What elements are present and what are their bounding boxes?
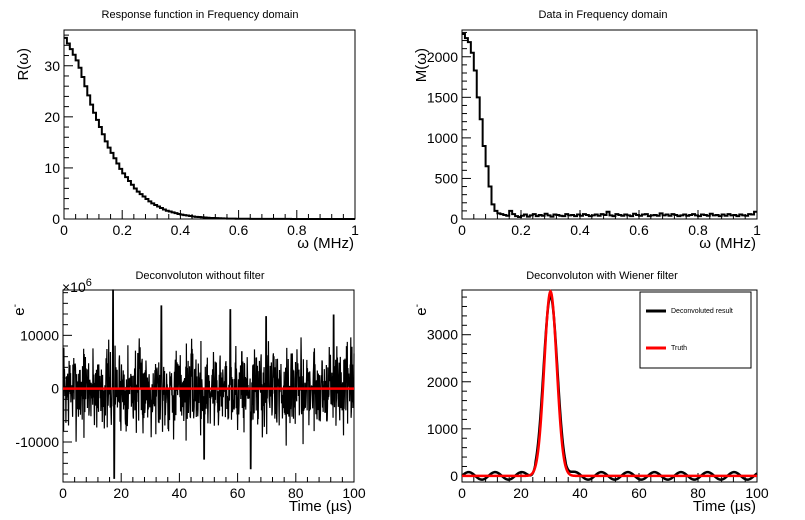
nofilter-exponent: ×106: [62, 277, 92, 295]
wiener-ylabel-sup: -: [412, 304, 423, 307]
data-xtick-label: 0.4: [570, 222, 590, 238]
wiener-xlabel: Time (µs): [693, 498, 756, 515]
wiener-ytick-label: 0: [450, 468, 458, 484]
response-ytick-label: 0: [52, 211, 60, 227]
wiener-ylabel-main: e: [413, 307, 430, 315]
nofilter-xtick-label: 60: [230, 485, 246, 501]
nofilter-noise-series: [62, 289, 355, 479]
wiener-xtick-label: 100: [745, 485, 769, 501]
wiener-frame: [461, 289, 758, 483]
response-ytick-label: 10: [44, 160, 60, 176]
nofilter-ytick-label: 10000: [20, 327, 59, 343]
nofilter-xlabel: Time (µs): [289, 498, 352, 515]
wiener-ytick-label: 3000: [427, 327, 458, 343]
nofilter-xtick-label: 0: [59, 485, 67, 501]
wiener-panel: Deconvoluton with Wiener filter e- Time …: [412, 270, 769, 515]
response-function-panel: Response function in Frequency domain R(…: [15, 9, 359, 252]
nofilter-chart-title: Deconvoluton without filter: [135, 270, 264, 282]
response-xtick-label: 0.2: [112, 222, 132, 238]
data-ytick-label: 1000: [427, 130, 458, 146]
response-ytick-label: 30: [44, 58, 60, 74]
wiener-xtick-label: 60: [631, 485, 647, 501]
nofilter-ylabel-main: e: [11, 307, 28, 315]
nofilter-ytick-label: 0: [51, 381, 59, 397]
response-plot: [64, 36, 355, 220]
wiener-ylabel: e-: [412, 304, 430, 316]
data-chart-title: Data in Frequency domain: [538, 9, 667, 21]
response-xtick-label: 0.6: [229, 222, 249, 238]
data-xtick-label: 0: [458, 222, 466, 238]
nofilter-ylabel: e-: [10, 304, 28, 316]
nofilter-exponent-base: ×10: [62, 279, 86, 295]
wiener-deconvoluted-series: [461, 294, 758, 481]
wiener-chart-title: Deconvoluton with Wiener filter: [526, 270, 678, 282]
wiener-plot: [461, 289, 758, 481]
response-frame: [63, 29, 356, 220]
response-xtick-label: 1: [351, 222, 359, 238]
wiener-xtick-label: 40: [572, 485, 588, 501]
nofilter-plot: [62, 289, 355, 479]
response-ylabel: R(ω): [15, 48, 32, 81]
nofilter-panel: Deconvoluton without filter e- ×106 Time…: [10, 270, 366, 515]
response-xtick-label: 0.8: [287, 222, 307, 238]
response-ytick-label: 20: [44, 109, 60, 125]
data-xlabel: ω (MHz): [699, 235, 756, 252]
data-xtick-label: 0.2: [511, 222, 531, 238]
data-ytick-label: 500: [435, 170, 459, 186]
wiener-xtick-label: 80: [690, 485, 706, 501]
wiener-ytick-label: 2000: [427, 374, 458, 390]
nofilter-xtick-label: 20: [113, 485, 129, 501]
nofilter-ylabel-sup: -: [10, 304, 21, 307]
data-plot: [462, 33, 757, 218]
data-xtick-label: 0.6: [629, 222, 649, 238]
data-histogram-series: [462, 33, 757, 218]
wiener-xtick-label: 0: [458, 485, 466, 501]
nofilter-xtick-label: 80: [288, 485, 304, 501]
response-xtick-label: 0: [60, 222, 68, 238]
wiener-legend: Deconvoluted result Truth: [639, 291, 752, 369]
legend-truth-label: Truth: [671, 345, 687, 352]
nofilter-exponent-sup: 6: [86, 277, 92, 289]
legend-box: [639, 291, 752, 369]
response-chart-title: Response function in Frequency domain: [102, 9, 299, 21]
nofilter-xtick-label: 40: [172, 485, 188, 501]
data-axes: 0 0.2 0.4 0.6 0.8 1 0 500 1000 1500 2000: [427, 29, 761, 238]
response-histogram-series: [64, 36, 355, 220]
nofilter-axes: 0 20 40 60 80 100 -10000 0 10000: [15, 289, 366, 501]
data-ytick-label: 2000: [427, 49, 458, 65]
nofilter-xtick-label: 100: [342, 485, 366, 501]
data-ytick-label: 0: [450, 211, 458, 227]
nofilter-ytick-label: -10000: [15, 434, 59, 450]
wiener-ytick-label: 1000: [427, 421, 458, 437]
response-xlabel: ω (MHz): [297, 235, 354, 252]
wiener-truth-series: [462, 289, 757, 478]
data-ytick-label: 1500: [427, 89, 458, 105]
data-frame: [461, 29, 758, 220]
data-xtick-label: 1: [753, 222, 761, 238]
data-xtick-label: 0.8: [688, 222, 708, 238]
wiener-xtick-label: 20: [513, 485, 529, 501]
legend-deconvoluted-label: Deconvoluted result: [671, 308, 733, 315]
response-xtick-label: 0.4: [171, 222, 191, 238]
data-ylabel: M(ω): [413, 48, 430, 82]
